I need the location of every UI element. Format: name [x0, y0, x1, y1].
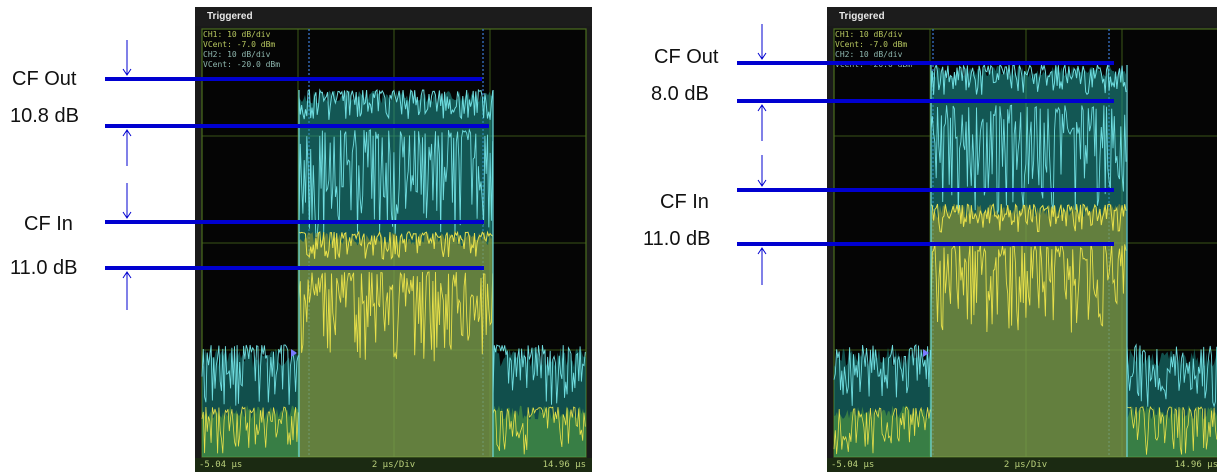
- cf-in-value-right: 11.0 dB: [643, 228, 710, 250]
- marker-lines-left: [105, 79, 489, 268]
- marker-lines-right: [737, 63, 1114, 244]
- cf-out-label-left: CF Out: [12, 68, 76, 90]
- cf-out-value-right: 8.0 dB: [651, 83, 709, 105]
- cf-in-label-right: CF In: [660, 191, 709, 213]
- cf-in-label-left: CF In: [24, 213, 73, 235]
- cf-out-label-right: CF Out: [654, 46, 718, 68]
- cf-out-value-left: 10.8 dB: [10, 105, 79, 127]
- cf-in-value-left: 11.0 dB: [10, 257, 77, 279]
